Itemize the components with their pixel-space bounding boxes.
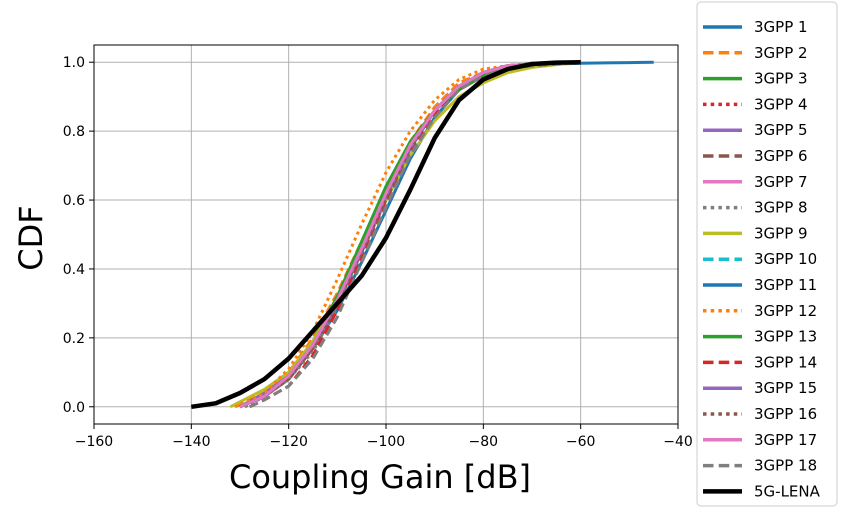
x-tick-label: −80	[469, 434, 499, 450]
series-layer	[190, 59, 654, 410]
series-line-9	[229, 60, 581, 409]
legend-label: 3GPP 18	[754, 457, 817, 475]
x-tick-label: −160	[75, 434, 113, 450]
x-axis-ticks: −160 −140 −120 −100 −80 −60 −40	[75, 424, 693, 450]
x-tick-label: −40	[663, 434, 693, 450]
y-axis-ticks: 0.0 0.2 0.4 0.6 0.8 1.0	[63, 55, 94, 416]
x-tick-label: −140	[172, 434, 210, 450]
x-tick-label: −60	[566, 434, 596, 450]
legend-label: 3GPP 17	[754, 431, 817, 449]
legend-label: 3GPP 4	[754, 95, 808, 113]
legend-label: 3GPP 9	[754, 224, 808, 242]
y-tick-label: 0.4	[63, 262, 85, 278]
series-line-12	[234, 60, 581, 409]
series-line-4	[244, 60, 581, 409]
legend-label: 3GPP 10	[754, 250, 817, 268]
series-line-18	[249, 60, 581, 409]
legend-label: 3GPP 1	[754, 18, 808, 36]
legend-label: 3GPP 3	[754, 70, 808, 88]
x-tick-label: −100	[367, 434, 405, 450]
y-tick-label: 0.8	[63, 124, 85, 140]
series-line-19	[190, 59, 581, 410]
x-tick-label: −120	[269, 434, 307, 450]
y-tick-label: 0.2	[63, 331, 85, 347]
y-axis-title: CDF	[12, 205, 50, 270]
legend-label: 5G-LENA	[754, 482, 821, 500]
legend-label: 3GPP 13	[754, 328, 817, 346]
legend: 3GPP 1 3GPP 2 3GPP 3 3GPP 4 3GPP 5 3GPP 6 3GPP…	[696, 1, 838, 507]
legend-label: 3GPP 7	[754, 173, 808, 191]
legend-label: 3GPP 8	[754, 199, 808, 217]
series-line-8	[244, 60, 581, 409]
legend-label: 3GPP 2	[754, 44, 808, 62]
x-axis-title: Coupling Gain [dB]	[229, 458, 531, 496]
legend-label: 3GPP 11	[754, 276, 817, 294]
y-tick-label: 0.0	[63, 400, 85, 416]
legend-label: 3GPP 12	[754, 302, 817, 320]
legend-label: 3GPP 15	[754, 379, 817, 397]
legend-label: 3GPP 14	[754, 353, 817, 371]
legend-label: 3GPP 6	[754, 147, 808, 165]
series-line-16	[239, 60, 581, 409]
legend-label: 3GPP 16	[754, 405, 817, 423]
y-tick-label: 1.0	[63, 55, 85, 71]
series-line-2	[234, 60, 581, 409]
legend-label: 3GPP 5	[754, 121, 808, 139]
legend-frame	[696, 1, 838, 507]
y-tick-label: 0.6	[63, 193, 85, 209]
